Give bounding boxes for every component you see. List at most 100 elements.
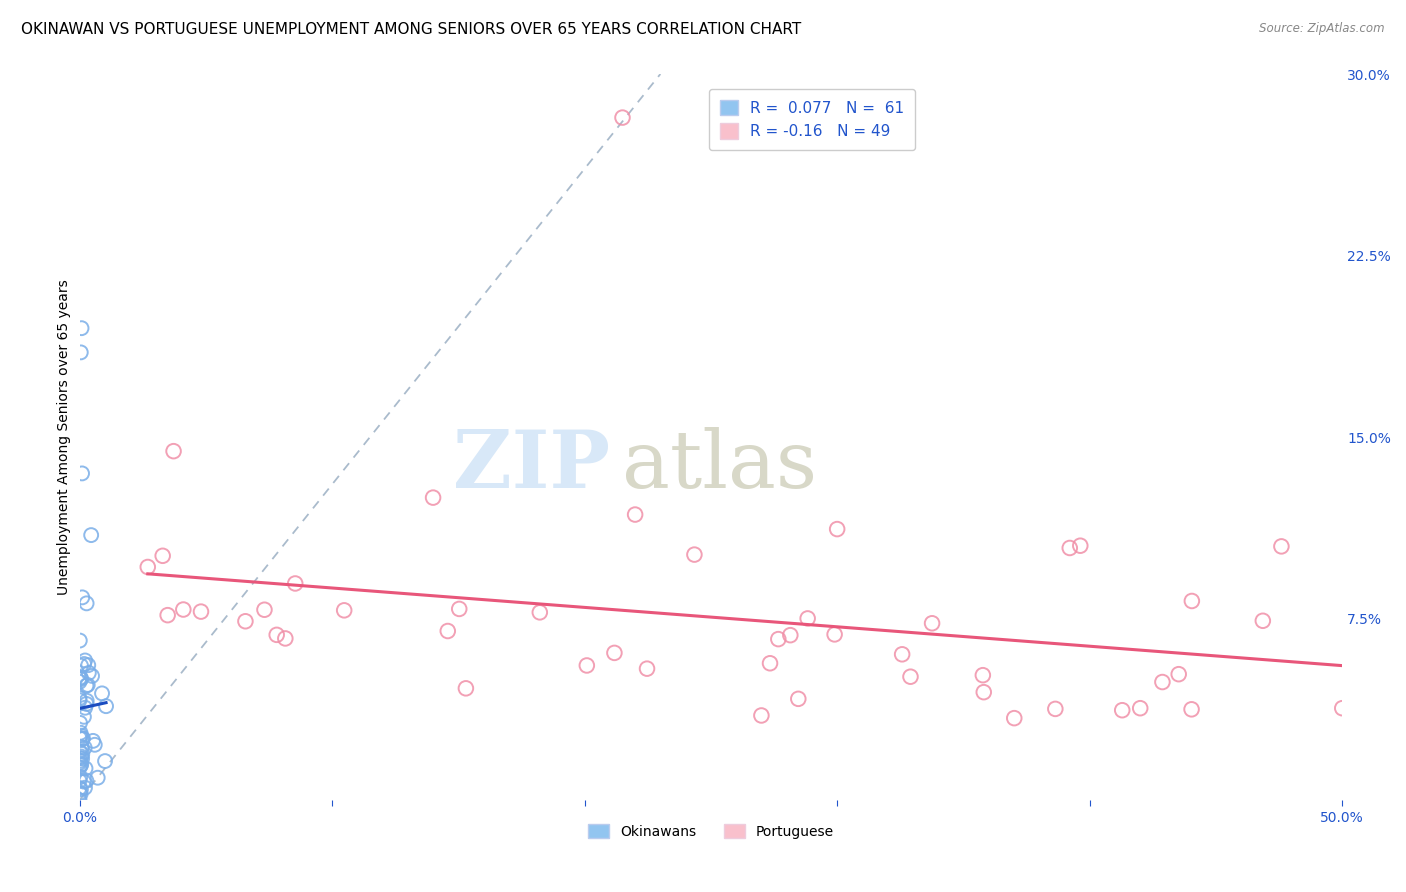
Point — [612, 111, 634, 125]
Point — [69, 633, 91, 648]
Point — [73, 780, 96, 795]
Point — [70, 731, 93, 746]
Point — [72, 731, 94, 746]
Point — [1251, 614, 1274, 628]
Point — [1152, 675, 1174, 690]
Point — [69, 715, 91, 730]
Point — [136, 560, 159, 574]
Point — [1129, 701, 1152, 715]
Point — [80, 528, 103, 542]
Point — [70, 321, 93, 335]
Point — [77, 665, 100, 680]
Point — [73, 657, 96, 671]
Point — [80, 669, 103, 683]
Point — [75, 773, 97, 788]
Point — [436, 624, 458, 638]
Point — [529, 605, 551, 619]
Point — [333, 603, 356, 617]
Point — [921, 616, 943, 631]
Point — [891, 648, 914, 662]
Point — [75, 653, 97, 667]
Point — [69, 751, 91, 765]
Point — [69, 781, 91, 796]
Point — [603, 646, 626, 660]
Point — [1181, 594, 1204, 608]
Point — [972, 668, 994, 682]
Point — [824, 627, 846, 641]
Point — [1167, 667, 1189, 681]
Point — [82, 734, 104, 748]
Point — [83, 738, 105, 752]
Point — [190, 605, 212, 619]
Point — [76, 697, 98, 711]
Point — [1069, 539, 1091, 553]
Point — [751, 708, 773, 723]
Point — [422, 491, 444, 505]
Point — [683, 548, 706, 562]
Point — [796, 611, 818, 625]
Point — [768, 632, 790, 646]
Point — [69, 786, 91, 800]
Point — [69, 671, 91, 685]
Legend: Okinawans, Portuguese: Okinawans, Portuguese — [582, 818, 839, 844]
Point — [70, 672, 93, 686]
Point — [69, 345, 91, 359]
Point — [69, 691, 91, 706]
Point — [284, 576, 307, 591]
Point — [70, 749, 93, 764]
Point — [779, 628, 801, 642]
Point — [172, 602, 194, 616]
Point — [69, 693, 91, 707]
Point — [72, 591, 94, 605]
Point — [69, 758, 91, 772]
Point — [253, 603, 276, 617]
Point — [75, 700, 97, 714]
Point — [69, 744, 91, 758]
Point — [274, 632, 297, 646]
Point — [86, 771, 108, 785]
Point — [76, 694, 98, 708]
Point — [973, 685, 995, 699]
Point — [1331, 701, 1354, 715]
Point — [152, 549, 174, 563]
Point — [624, 508, 647, 522]
Point — [69, 731, 91, 745]
Point — [76, 678, 98, 692]
Point — [69, 671, 91, 685]
Point — [69, 756, 91, 770]
Point — [94, 699, 117, 714]
Point — [69, 761, 91, 775]
Point — [72, 747, 94, 761]
Point — [70, 782, 93, 797]
Point — [69, 725, 91, 739]
Point — [1059, 541, 1081, 555]
Point — [69, 787, 91, 801]
Point — [162, 444, 184, 458]
Point — [266, 628, 288, 642]
Point — [73, 774, 96, 789]
Point — [575, 658, 598, 673]
Point — [1045, 702, 1067, 716]
Point — [69, 773, 91, 788]
Point — [73, 710, 96, 724]
Point — [69, 770, 91, 784]
Text: Source: ZipAtlas.com: Source: ZipAtlas.com — [1260, 22, 1385, 36]
Point — [759, 657, 782, 671]
Point — [1111, 703, 1133, 717]
Point — [1180, 702, 1202, 716]
Point — [1002, 711, 1025, 725]
Point — [70, 751, 93, 765]
Point — [70, 757, 93, 772]
Point — [825, 522, 848, 536]
Point — [70, 467, 93, 481]
Point — [69, 674, 91, 689]
Point — [787, 691, 810, 706]
Point — [449, 602, 471, 616]
Point — [75, 679, 97, 693]
Point — [69, 754, 91, 768]
Point — [454, 681, 477, 696]
Y-axis label: Unemployment Among Seniors over 65 years: Unemployment Among Seniors over 65 years — [58, 279, 72, 595]
Point — [69, 793, 91, 807]
Point — [900, 670, 922, 684]
Point — [73, 740, 96, 755]
